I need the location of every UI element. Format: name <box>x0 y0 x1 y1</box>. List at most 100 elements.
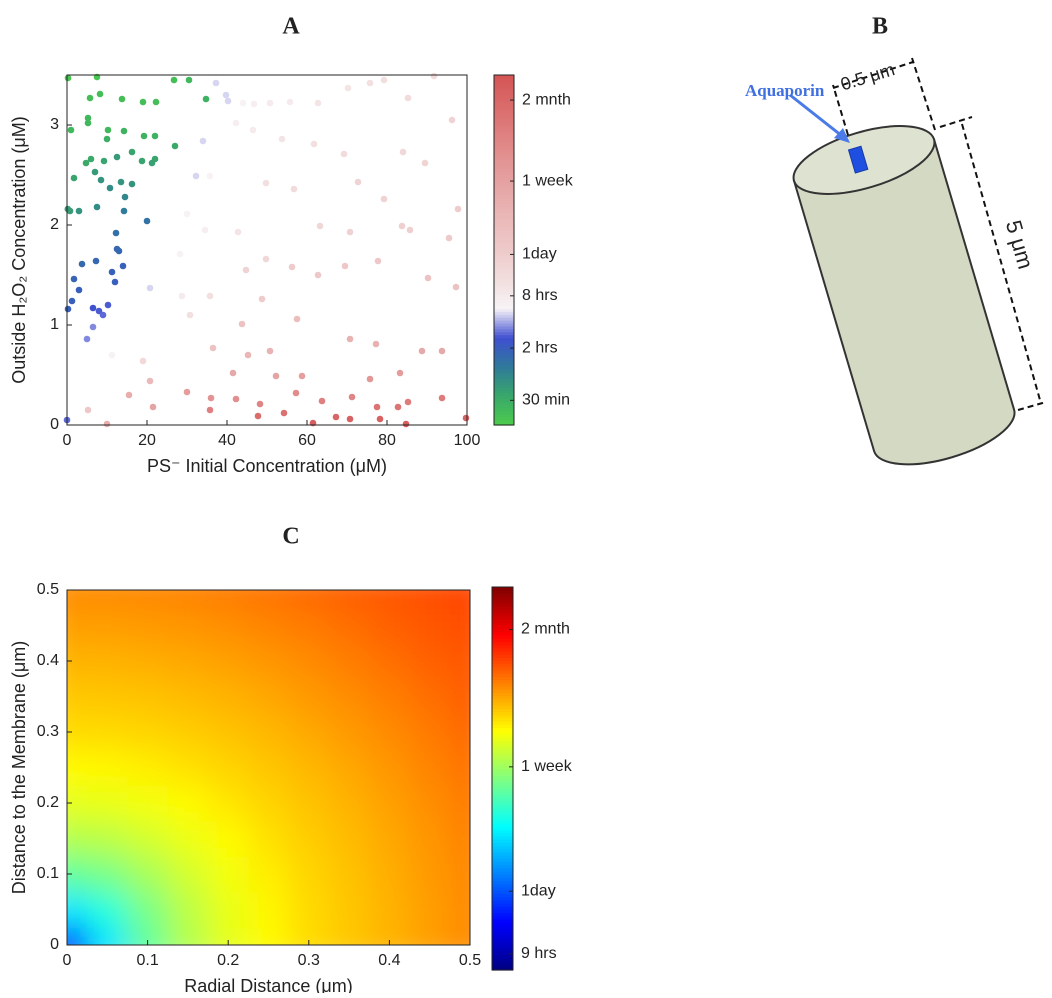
x-axis-label: Radial Distance (μm) <box>184 976 352 993</box>
heat-cell <box>328 643 370 680</box>
colorbar-tick-label: 2 hrs <box>522 339 558 356</box>
colorbar-step <box>492 957 513 962</box>
heat-cell <box>449 678 470 715</box>
point <box>341 262 349 270</box>
colorbar-step <box>494 95 514 99</box>
point <box>202 95 210 103</box>
heat-cell <box>208 820 249 857</box>
heat-cell <box>248 856 290 893</box>
point <box>406 226 414 234</box>
colorbar-step <box>492 804 513 808</box>
colorbar-step <box>492 698 513 703</box>
y-axis-label: Outside H₂O₂ Concentration (μM) <box>9 116 29 383</box>
point <box>192 172 200 180</box>
point <box>64 74 72 82</box>
plot-frame <box>66 589 471 946</box>
point <box>176 250 184 258</box>
colorbar-step <box>492 861 513 866</box>
point <box>366 375 374 383</box>
colorbar-step <box>494 360 514 365</box>
heat-cell <box>409 714 451 751</box>
colorbar-step <box>492 689 513 693</box>
colorbar-step <box>494 416 514 420</box>
colorbar-step <box>494 261 514 266</box>
colorbar-step <box>492 708 513 713</box>
y-axis-label: Distance to the Membrane (μm) <box>9 641 29 894</box>
colorbar-step <box>492 855 513 859</box>
colorbar-step <box>494 346 514 350</box>
heat-cell <box>87 643 128 680</box>
point <box>316 222 324 230</box>
panel-label: A <box>282 14 300 40</box>
colorbar-step <box>494 369 514 374</box>
y-tick-label: 3 <box>50 116 59 133</box>
point <box>67 126 75 134</box>
colorbar-step <box>492 788 513 792</box>
heat-cell <box>127 820 169 857</box>
heat-cell <box>208 678 249 715</box>
heat-cell <box>87 749 128 786</box>
colorbar-tick-label: 9 hrs <box>521 945 557 962</box>
heat-cell <box>248 891 290 928</box>
colorbar-step <box>494 296 514 301</box>
point <box>452 283 460 291</box>
colorbar-step <box>494 384 514 388</box>
colorbar-step <box>494 153 514 158</box>
colorbar-step <box>494 419 514 423</box>
colorbar-step <box>492 654 513 658</box>
arrow <box>789 93 843 138</box>
x-axis-label: PS⁻ Initial Concentration (μM) <box>147 456 387 476</box>
colorbar-step <box>494 355 514 359</box>
heat-cell <box>328 891 370 928</box>
point <box>354 178 362 186</box>
x-tick-label: 20 <box>138 432 156 449</box>
x-tick-label: 0.1 <box>136 952 158 969</box>
colorbar-step <box>492 596 513 601</box>
point <box>280 409 288 417</box>
colorbar-frame <box>493 74 515 426</box>
point <box>318 397 326 405</box>
heat-cell <box>449 590 470 609</box>
heat-cell <box>369 927 411 945</box>
point <box>250 100 258 108</box>
colorbar-step <box>494 363 514 368</box>
point <box>242 266 250 274</box>
point <box>120 207 128 215</box>
colorbar-step <box>492 762 513 767</box>
colorbar-step <box>492 941 513 946</box>
heat-cell <box>409 678 451 715</box>
point <box>288 263 296 271</box>
colorbar-step <box>494 217 514 222</box>
colorbar-step <box>494 212 514 216</box>
colorbar-step <box>492 887 513 891</box>
heat-cell <box>328 607 370 644</box>
point <box>148 159 156 167</box>
heat-cell <box>208 590 249 609</box>
colorbar-step <box>494 255 514 260</box>
colorbar-step <box>492 845 513 850</box>
aquaporin-channel <box>847 145 869 174</box>
colorbar-step <box>494 320 514 324</box>
colorbar-step <box>494 118 514 123</box>
point <box>201 226 209 234</box>
colorbar-step <box>492 615 513 620</box>
point <box>380 195 388 203</box>
heat-cell <box>208 785 249 822</box>
colorbar-step <box>492 896 513 901</box>
colorbar-step <box>492 666 513 671</box>
heatmap <box>67 590 470 945</box>
heat-cell <box>288 820 330 857</box>
colorbar-step <box>494 159 514 164</box>
point <box>266 99 274 107</box>
point <box>106 184 114 192</box>
point <box>185 76 193 84</box>
heat-cell <box>328 856 370 893</box>
colorbar-step <box>492 871 513 875</box>
colorbar-step <box>492 618 513 623</box>
colorbar-step <box>492 638 513 642</box>
colorbar-step <box>494 357 514 362</box>
colorbar-step <box>494 223 514 228</box>
point <box>139 357 147 365</box>
dimension-lines <box>832 57 1047 411</box>
colorbar-step <box>492 829 513 834</box>
